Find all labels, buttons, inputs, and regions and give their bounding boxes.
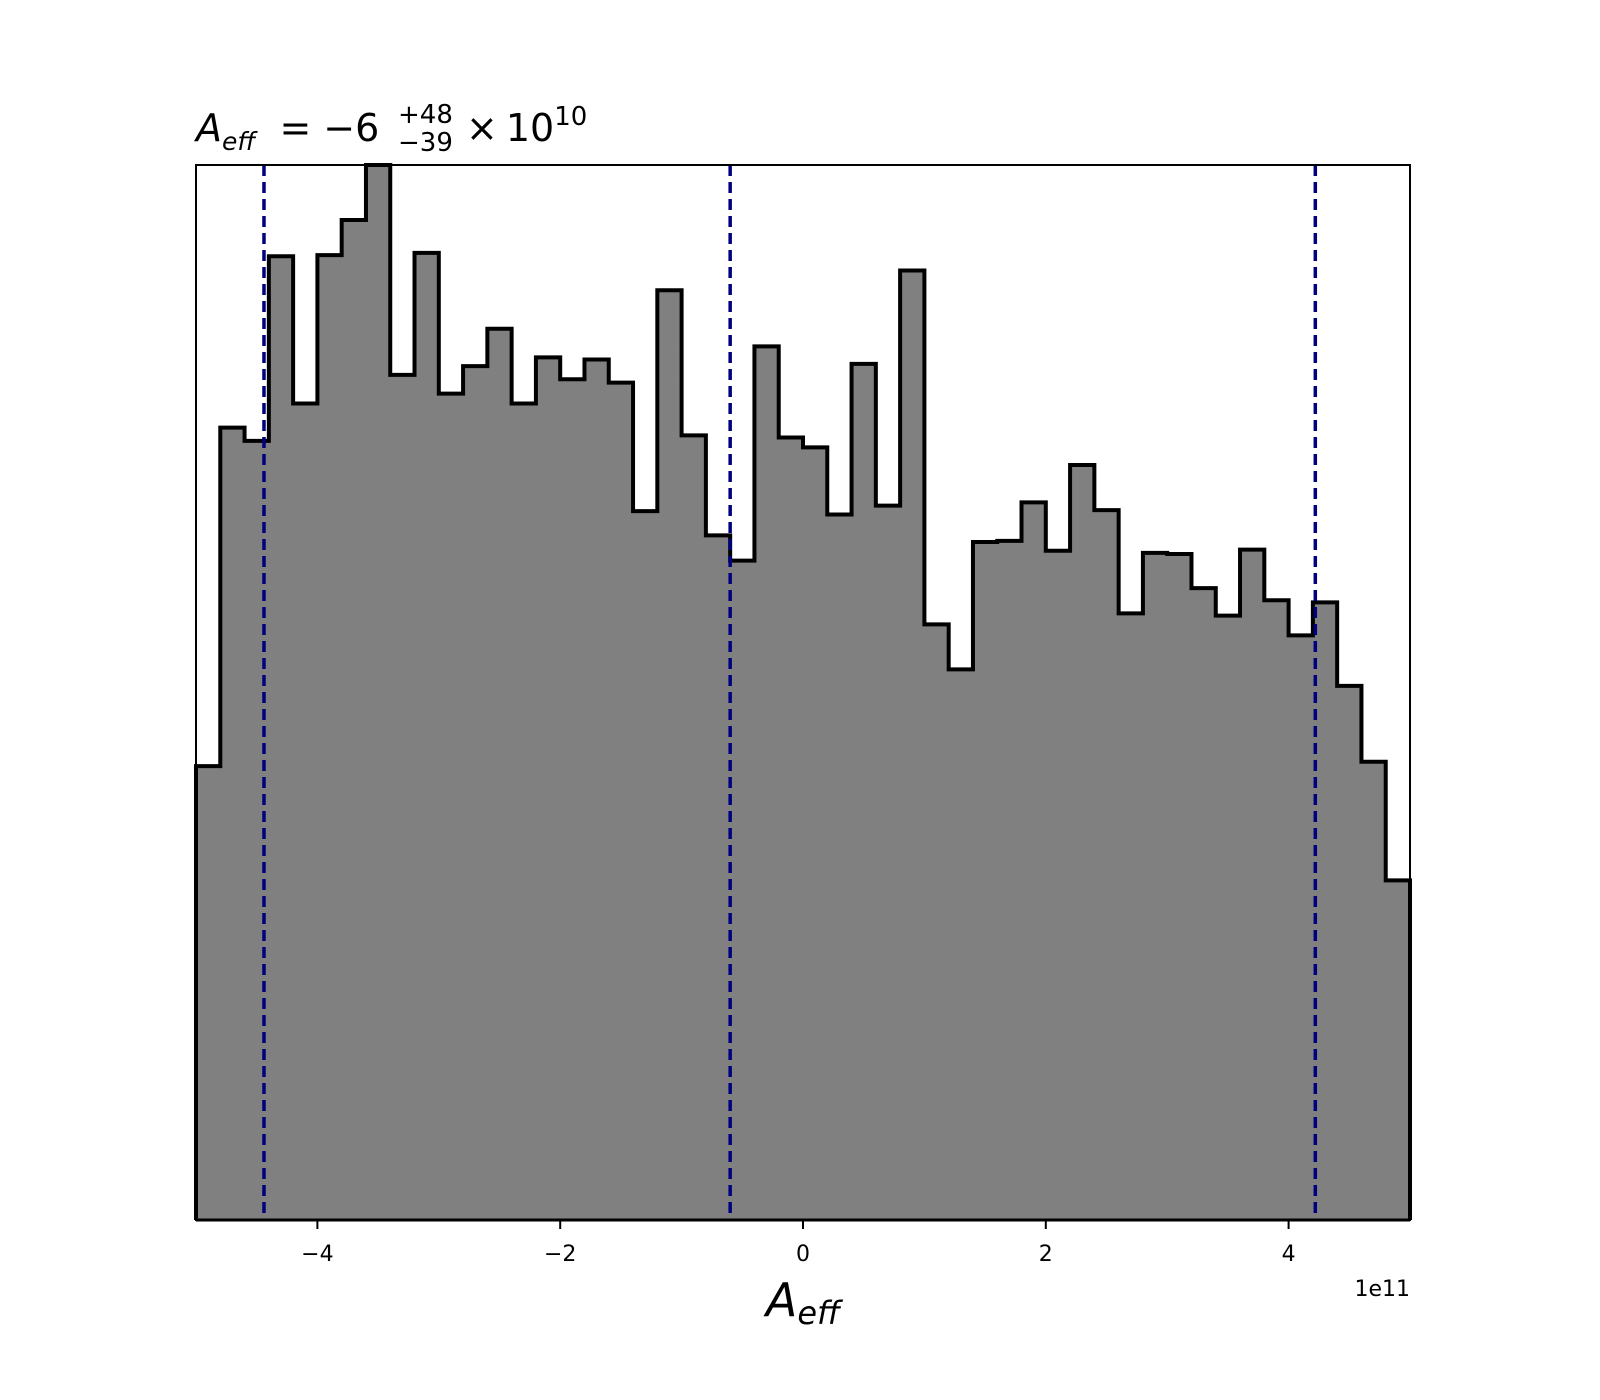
histogram-bar: [390, 374, 416, 1221]
histogram-bar: [1264, 600, 1290, 1220]
x-tick-label: 4: [1282, 1242, 1296, 1267]
histogram-bar: [1215, 615, 1241, 1220]
histogram-bar: [511, 403, 537, 1220]
histogram-bar: [924, 624, 950, 1220]
histogram-bar: [438, 393, 464, 1220]
histogram-bar: [1191, 588, 1217, 1220]
histogram-bar: [972, 541, 998, 1220]
x-axis-label-symbol: A: [763, 1273, 797, 1327]
x-tick-label: −4: [301, 1242, 333, 1267]
histogram-bar: [851, 363, 877, 1220]
histogram-bar: [1070, 465, 1095, 1220]
histogram-bar: [1337, 685, 1363, 1220]
histogram-bar: [1167, 554, 1193, 1220]
histogram-bar: [681, 435, 707, 1220]
histogram-bar: [584, 359, 610, 1220]
histogram-bar: [705, 535, 731, 1220]
histogram-bar: [1240, 549, 1265, 1220]
quantile-lines: [262, 165, 1318, 1220]
histogram-bar: [1094, 510, 1120, 1221]
histogram-bar: [317, 255, 343, 1221]
histogram-bar: [535, 357, 561, 1220]
histogram-bar: [754, 346, 780, 1220]
histogram-bar: [948, 669, 974, 1220]
histogram-bar: [1142, 552, 1168, 1220]
histogram-bar: [803, 447, 828, 1221]
title-times: ×: [466, 106, 498, 150]
svg-text:Aeff=−6: Aeff = −6: [193, 106, 379, 156]
histogram-bar: [730, 560, 756, 1220]
x-tick-label: 0: [796, 1242, 810, 1267]
histogram-bar: [1361, 761, 1387, 1220]
histogram-bar: [778, 437, 804, 1221]
histogram-bar: [875, 505, 901, 1220]
histogram-bar: [293, 403, 318, 1220]
histogram-bar: [341, 219, 367, 1220]
histogram-bars: [196, 165, 1411, 1221]
histogram-bar: [900, 270, 925, 1220]
x-axis-ticks: −4 −2 0 2 4: [301, 1220, 1296, 1267]
x-axis-offset-text: 1e11: [1354, 1277, 1410, 1302]
histogram-bar: [1288, 635, 1314, 1220]
svg-text:×1010: × 1010: [466, 102, 587, 150]
histogram-bar: [608, 382, 634, 1220]
histogram-bar: [268, 256, 294, 1221]
histogram-bar: [196, 766, 221, 1220]
histogram-bar: [1118, 613, 1144, 1220]
histogram-bar: [827, 514, 853, 1220]
histogram-bar: [414, 252, 440, 1220]
title-symbol-subscript: eff: [222, 127, 258, 156]
title-value: −6: [323, 106, 379, 150]
title-error-plus: +48: [398, 100, 453, 130]
histogram-bar: [1045, 550, 1071, 1220]
histogram-bar: [1021, 502, 1047, 1220]
title-error-minus: −39: [398, 128, 453, 158]
histogram-bar: [220, 427, 246, 1221]
x-tick-label: 2: [1039, 1242, 1053, 1267]
x-axis-label: Aeff: [763, 1273, 844, 1332]
histogram-bar: [365, 165, 391, 1220]
title-symbol: A: [193, 106, 222, 150]
histogram-bar: [657, 290, 683, 1220]
title-base: 10: [506, 106, 554, 150]
chart-title: Aeff = −6 +48 −39 × 1010: [193, 100, 587, 158]
title-exponent: 10: [554, 102, 587, 132]
histogram-bar: [560, 379, 586, 1220]
title-equals: =: [279, 106, 311, 150]
histogram-bar: [463, 366, 488, 1220]
histogram-bar: [633, 511, 658, 1220]
histogram-bar: [487, 328, 513, 1221]
histogram-bar: [997, 540, 1023, 1220]
histogram-bar: [1385, 880, 1411, 1220]
x-axis-label-subscript: eff: [797, 1294, 844, 1332]
histogram-outline: [194, 163, 1412, 1220]
x-tick-label: −2: [544, 1242, 576, 1267]
